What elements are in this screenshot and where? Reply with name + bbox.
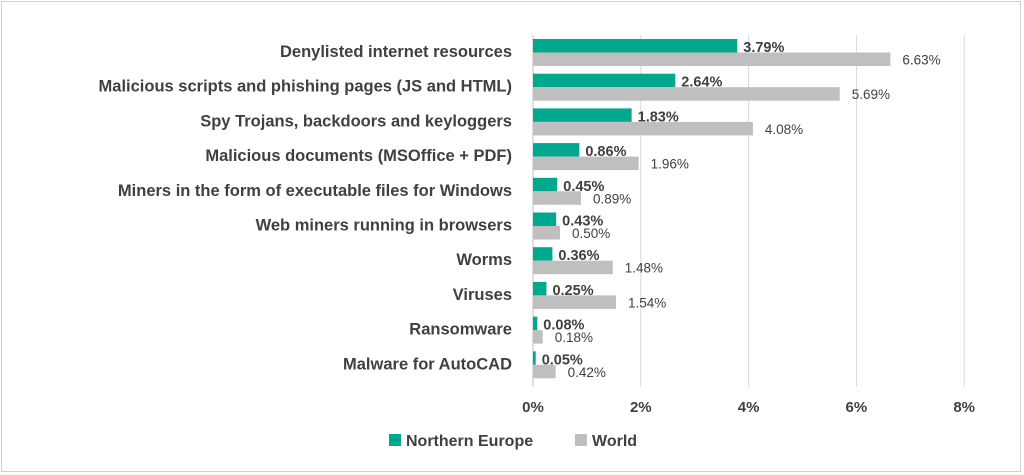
category-label: Ransomware [409, 321, 512, 339]
bar-northern-europe [533, 281, 547, 296]
bar-world [533, 52, 891, 66]
bar-northern-europe [533, 247, 553, 261]
category-label: Malicious scripts and phishing pages (JS… [99, 78, 512, 96]
data-label-northern-europe: 3.79% [743, 40, 784, 56]
bar-world [533, 191, 581, 205]
data-label-world: 0.42% [568, 365, 606, 380]
data-label-northern-europe: 0.36% [558, 248, 599, 264]
bar-northern-europe [533, 212, 557, 226]
data-label-northern-europe: 0.45% [563, 179, 604, 195]
bar-world [533, 330, 543, 344]
data-label-northern-europe: 0.08% [543, 318, 584, 334]
x-tick-label: 0% [522, 399, 544, 416]
data-label-northern-europe: 0.05% [542, 352, 583, 368]
bar-world [533, 226, 560, 240]
bar-northern-europe [533, 39, 738, 53]
category-label: Worms [456, 251, 512, 269]
bar-northern-europe [533, 108, 632, 122]
data-label-northern-europe: 2.64% [681, 75, 722, 91]
data-label-northern-europe: 0.86% [585, 144, 626, 160]
bar-world [533, 121, 753, 136]
data-label-world: 5.69% [852, 87, 890, 102]
bar-world [533, 87, 840, 101]
data-label-world: 6.63% [902, 53, 940, 68]
bar-world [533, 156, 639, 171]
x-tick-label: 8% [953, 399, 975, 416]
category-label: Malicious documents (MSOffice + PDF) [205, 147, 512, 165]
data-label-world: 1.48% [625, 261, 663, 276]
category-label: Malware for AutoCAD [343, 355, 512, 373]
bar-northern-europe [533, 73, 676, 88]
legend-swatch-northern-europe [389, 434, 401, 446]
data-label-northern-europe: 1.83% [638, 109, 679, 125]
data-label-northern-europe: 0.43% [562, 214, 603, 230]
data-label-world: 1.96% [651, 157, 689, 172]
category-label: Viruses [453, 286, 512, 304]
legend-label-world: World [592, 433, 637, 450]
data-label-world: 4.08% [765, 122, 803, 137]
bar-world [533, 260, 613, 275]
bar-world [533, 364, 556, 379]
category-label: Spy Trojans, backdoors and keyloggers [200, 112, 512, 130]
legend-label-northern-europe: Northern Europe [406, 433, 533, 450]
bar-world [533, 295, 617, 309]
data-label-world: 0.18% [555, 330, 593, 345]
bar-northern-europe [533, 143, 580, 157]
category-label: Miners in the form of executable files f… [118, 182, 512, 200]
bar-northern-europe [533, 177, 558, 192]
legend-swatch-world [575, 434, 587, 446]
x-tick-label: 6% [846, 399, 868, 416]
data-label-northern-europe: 0.25% [552, 283, 593, 299]
category-label: Denylisted internet resources [280, 43, 512, 61]
x-tick-label: 4% [738, 399, 760, 416]
category-label: Web miners running in browsers [256, 217, 512, 235]
x-tick-label: 2% [630, 399, 652, 416]
data-label-world: 1.54% [628, 295, 666, 310]
data-label-world: 0.89% [593, 191, 631, 206]
data-label-world: 0.50% [572, 226, 610, 241]
bar-northern-europe [533, 351, 536, 365]
bar-northern-europe [533, 316, 538, 331]
